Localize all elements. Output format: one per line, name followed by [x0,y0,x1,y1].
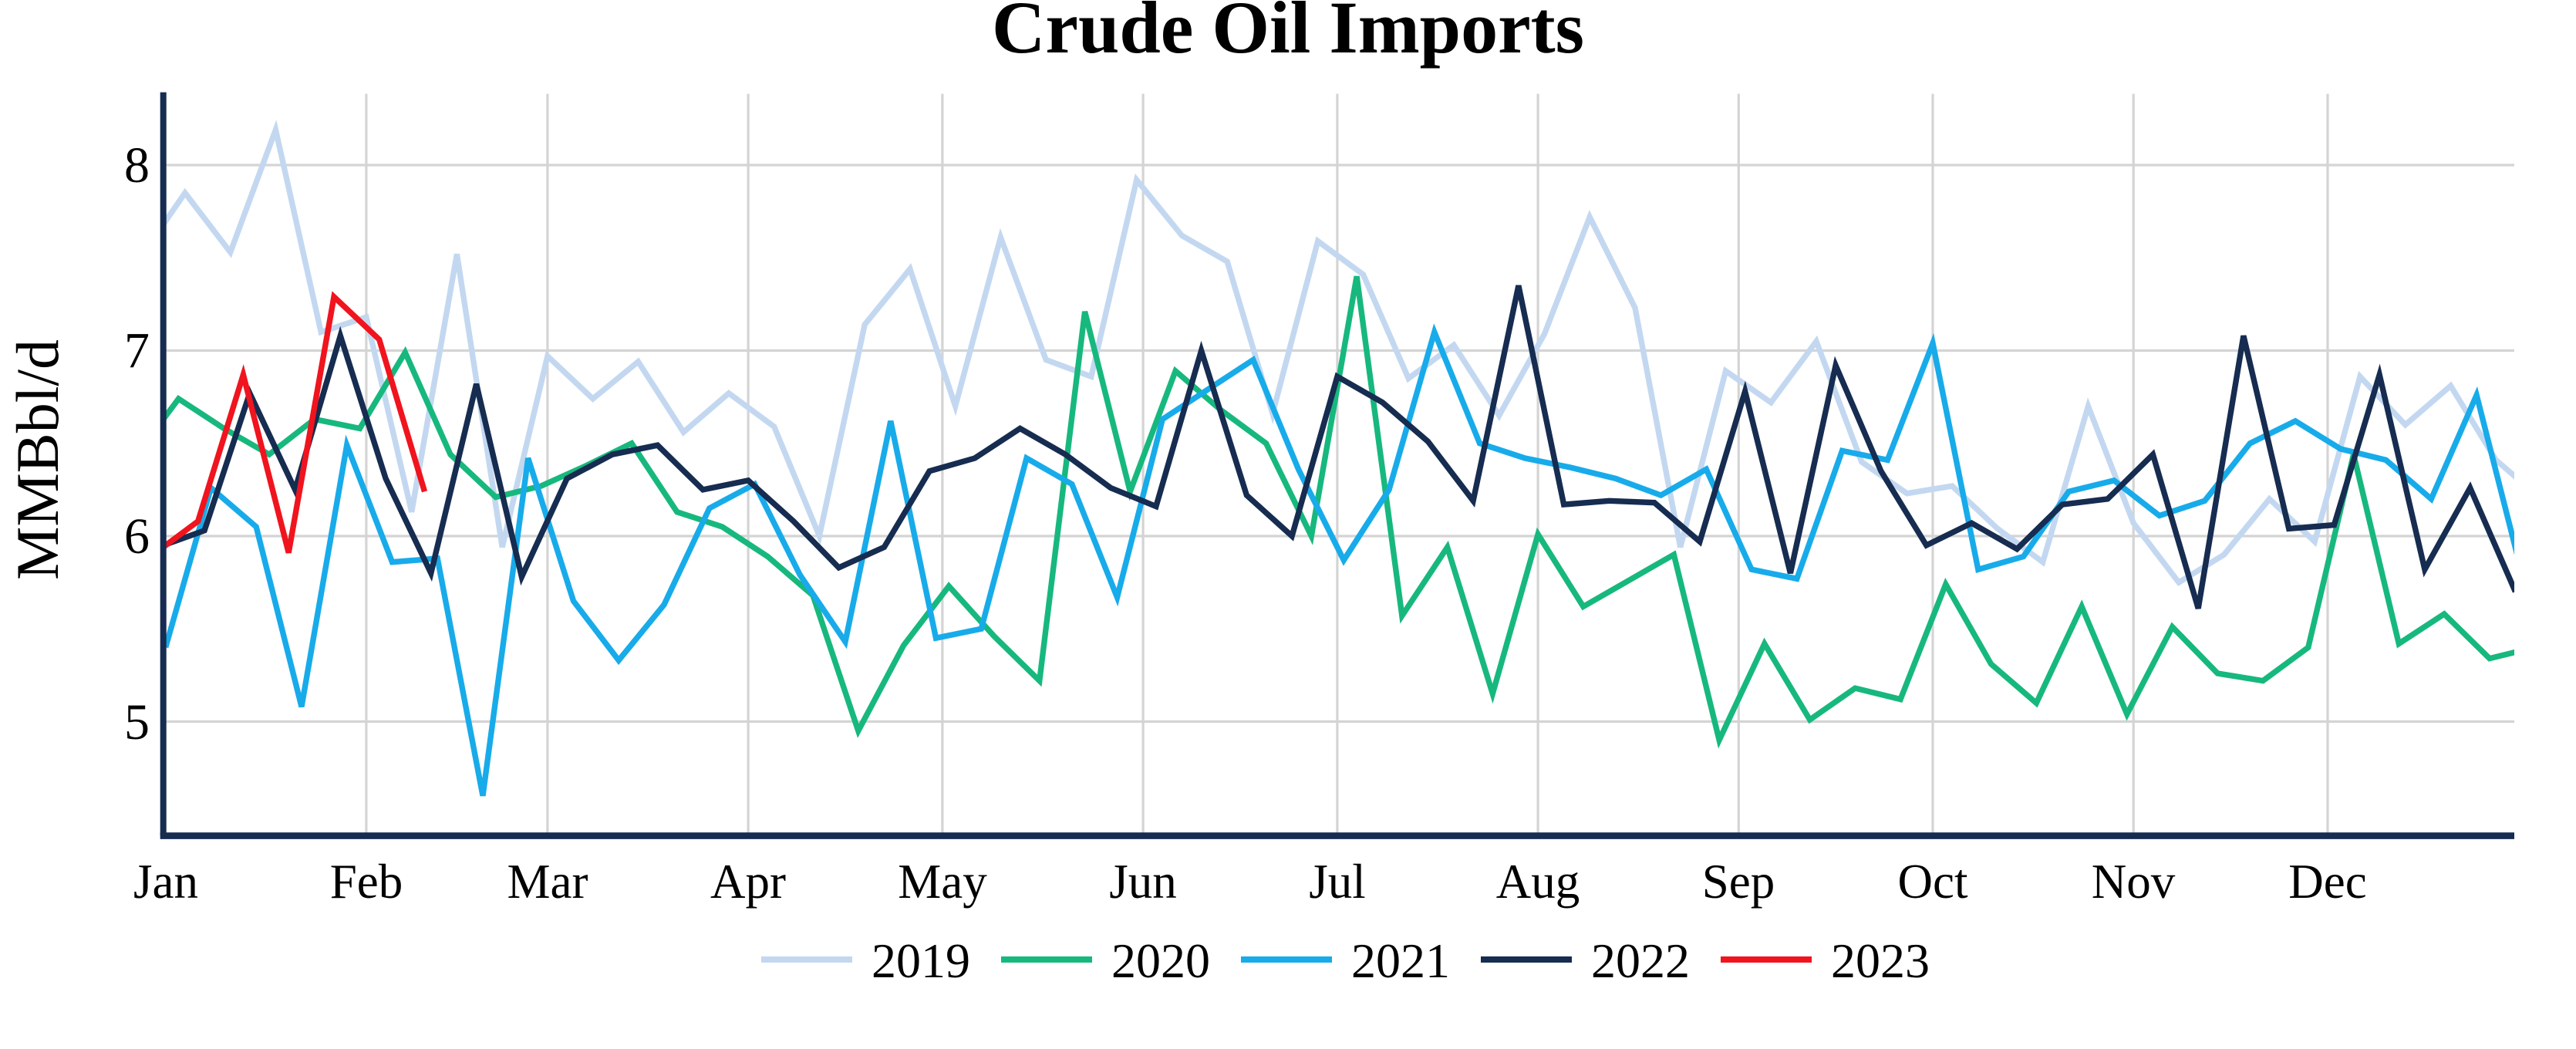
svg-text:7: 7 [124,322,150,379]
svg-text:Jun: Jun [1109,855,1177,909]
svg-text:5: 5 [124,694,150,750]
svg-text:Jan: Jan [133,855,198,909]
svg-text:Nov: Nov [2092,855,2176,909]
svg-text:2020: 2020 [1111,933,1210,988]
svg-text:Crude Oil Imports: Crude Oil Imports [992,0,1584,69]
svg-text:MMBbl/d: MMBbl/d [4,339,71,580]
svg-text:Dec: Dec [2288,855,2366,909]
svg-text:Mar: Mar [507,855,588,909]
svg-text:2023: 2023 [1831,933,1930,988]
svg-text:8: 8 [124,137,150,194]
svg-text:Jul: Jul [1309,855,1366,909]
svg-text:Feb: Feb [330,855,403,909]
svg-text:May: May [898,855,987,909]
svg-text:2021: 2021 [1351,933,1450,988]
svg-text:Aug: Aug [1496,855,1580,909]
svg-text:Apr: Apr [710,855,786,909]
svg-text:Oct: Oct [1898,855,1968,909]
svg-text:6: 6 [124,508,150,565]
svg-text:2022: 2022 [1591,933,1690,988]
svg-text:Sep: Sep [1702,855,1775,909]
svg-text:2019: 2019 [872,933,970,988]
